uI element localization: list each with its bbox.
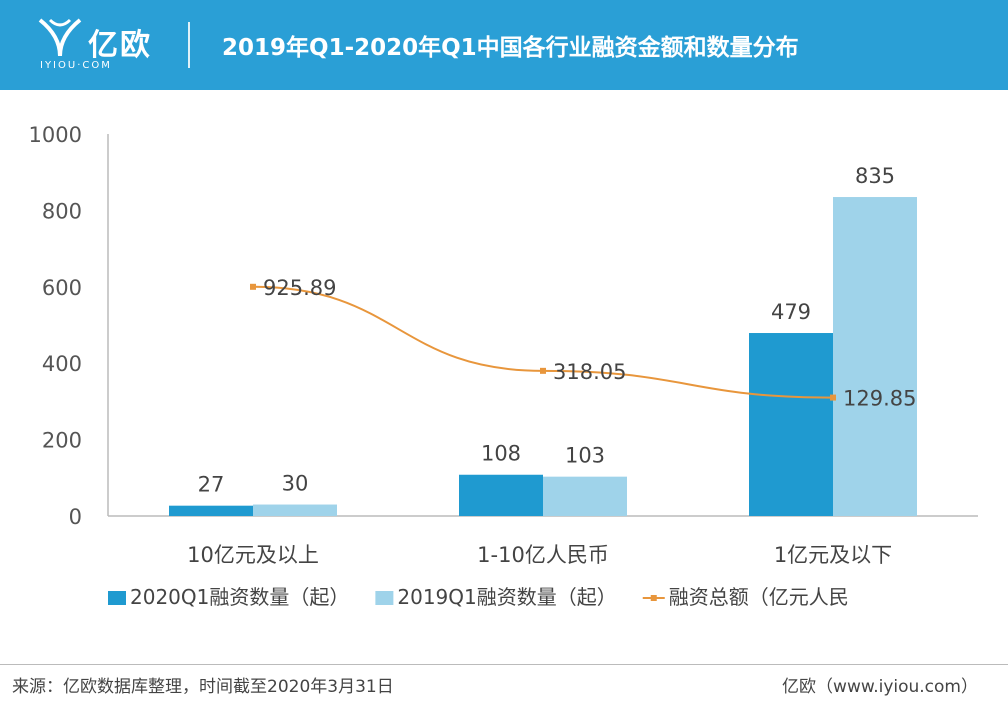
y-tick-label: 600: [42, 276, 82, 300]
footer-source: 来源：亿欧数据库整理，时间截至2020年3月31日: [12, 677, 394, 697]
header-divider: [188, 22, 190, 68]
bar: [833, 197, 917, 516]
bar-value-label: 835: [855, 164, 895, 188]
line-value-label: 129.85: [843, 387, 916, 411]
bar: [749, 333, 833, 516]
bar: [543, 476, 627, 516]
legend-swatch: [108, 591, 126, 605]
y-tick-label: 400: [42, 352, 82, 376]
legend-label: 融资总额（亿元人民: [669, 585, 849, 609]
legend-swatch: [375, 591, 394, 605]
header-bar: 亿欧 IYIOU·COM 2019年Q1-2020年Q1中国各行业融资金额和数量…: [0, 0, 1008, 90]
bar-value-label: 30: [282, 472, 309, 496]
bar: [169, 505, 253, 516]
line-point: [540, 367, 546, 374]
bar-value-label: 108: [481, 442, 521, 466]
legend-marker: [650, 595, 657, 601]
bar: [459, 474, 543, 516]
line-point: [250, 283, 256, 290]
bar-value-label: 479: [771, 300, 811, 324]
line-value-label: 925.89: [263, 276, 336, 300]
logo-icon: [38, 18, 82, 57]
bar-value-label: 27: [198, 473, 225, 497]
x-tick-label: 1亿元及以下: [774, 543, 892, 567]
x-tick-label: 10亿元及以上: [187, 543, 319, 567]
y-tick-label: 200: [42, 429, 82, 453]
logo-name: 亿欧: [88, 28, 152, 63]
legend-label: 2020Q1融资数量（起）: [130, 585, 349, 609]
x-tick-label: 1-10亿人民币: [477, 543, 609, 567]
y-tick-label: 1000: [29, 123, 82, 147]
bar-value-label: 103: [565, 444, 605, 468]
y-tick-label: 800: [42, 199, 82, 223]
page-title: 2019年Q1-2020年Q1中国各行业融资金额和数量分布: [222, 35, 799, 61]
legend-label: 2019Q1融资数量（起）: [397, 585, 616, 609]
line-value-label: 318.05: [553, 360, 626, 384]
logo-url: IYIOU·COM: [40, 60, 112, 71]
line-series: [252, 285, 834, 399]
logo: 亿欧 IYIOU·COM: [38, 14, 178, 76]
y-tick-label: 0: [69, 505, 82, 529]
bar: [253, 504, 337, 516]
line-point: [830, 394, 836, 401]
footer-divider: [0, 664, 1008, 665]
footer-site: 亿欧（www.iyiou.com）: [782, 677, 978, 697]
chart: 0 200 400 600 800 1000 10亿元及以上 27 30 1-10亿人民币 108 1…: [29, 123, 978, 609]
